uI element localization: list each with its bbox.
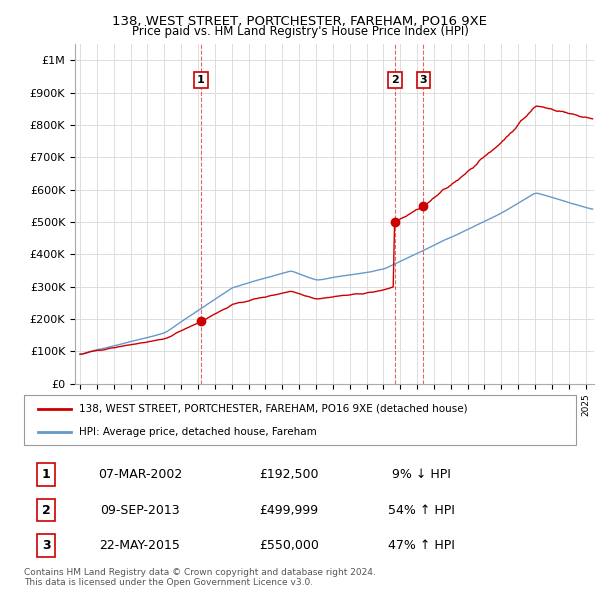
Text: 54% ↑ HPI: 54% ↑ HPI <box>388 503 455 516</box>
FancyBboxPatch shape <box>24 395 576 445</box>
Text: £550,000: £550,000 <box>259 539 319 552</box>
Text: 3: 3 <box>419 75 427 85</box>
Text: 47% ↑ HPI: 47% ↑ HPI <box>388 539 455 552</box>
Text: £499,999: £499,999 <box>259 503 319 516</box>
Text: 9% ↓ HPI: 9% ↓ HPI <box>392 468 451 481</box>
Text: 07-MAR-2002: 07-MAR-2002 <box>98 468 182 481</box>
Text: Price paid vs. HM Land Registry's House Price Index (HPI): Price paid vs. HM Land Registry's House … <box>131 25 469 38</box>
Text: £192,500: £192,500 <box>259 468 319 481</box>
Text: 138, WEST STREET, PORTCHESTER, FAREHAM, PO16 9XE (detached house): 138, WEST STREET, PORTCHESTER, FAREHAM, … <box>79 404 468 414</box>
Text: 09-SEP-2013: 09-SEP-2013 <box>100 503 180 516</box>
Text: HPI: Average price, detached house, Fareham: HPI: Average price, detached house, Fare… <box>79 427 317 437</box>
Text: 1: 1 <box>197 75 205 85</box>
Text: Contains HM Land Registry data © Crown copyright and database right 2024.
This d: Contains HM Land Registry data © Crown c… <box>24 568 376 587</box>
Text: 3: 3 <box>42 539 50 552</box>
Text: 22-MAY-2015: 22-MAY-2015 <box>100 539 181 552</box>
Text: 2: 2 <box>391 75 399 85</box>
Text: 1: 1 <box>42 468 50 481</box>
Text: 138, WEST STREET, PORTCHESTER, FAREHAM, PO16 9XE: 138, WEST STREET, PORTCHESTER, FAREHAM, … <box>113 15 487 28</box>
Text: 2: 2 <box>42 503 50 516</box>
